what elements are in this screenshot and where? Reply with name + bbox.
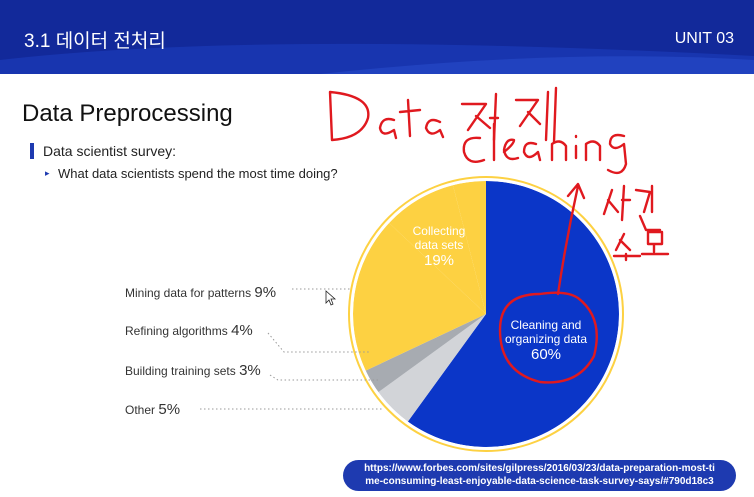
sub-bullet-text: What data scientists spend the most time… <box>58 166 338 181</box>
source-link-line: https://www.forbes.com/sites/gilpress/20… <box>364 463 715 474</box>
legend-item-mining: Mining data for patterns 9% <box>125 284 276 301</box>
slice-label-cleaning: Cleaning and organizing data 60% <box>496 318 596 362</box>
page-title: Data Preprocessing <box>22 100 233 127</box>
legend-label: Refining algorithms <box>125 324 228 338</box>
slice-label-line: organizing data <box>504 332 588 346</box>
legend-pct: 9% <box>254 284 277 301</box>
mouse-cursor-icon <box>325 290 337 306</box>
slice-label-line: Cleaning and <box>510 318 582 332</box>
pie-slice-mining-data-for-patterns <box>389 185 486 314</box>
pie-slice-building-training-sets <box>365 314 486 393</box>
source-link-line: me-consuming-least-enjoyable-data-scienc… <box>365 476 714 487</box>
header-wave-decoration <box>0 43 754 74</box>
pie-outer-ring <box>348 176 624 452</box>
pie-slice-collecting-data-sets <box>353 222 486 371</box>
legend-pct: 4% <box>231 322 253 339</box>
source-link[interactable]: https://www.forbes.com/sites/gilpress/20… <box>343 460 736 491</box>
bullet-bar <box>30 143 34 159</box>
legend-label: Other <box>125 403 156 417</box>
legend-pct: 5% <box>158 401 181 418</box>
legend-pct: 3% <box>239 362 261 379</box>
unit-label: UNIT 03 <box>674 30 734 47</box>
legend-label: Building training sets <box>125 364 236 378</box>
legend-leader-line <box>269 374 378 381</box>
triangle-bullet-icon: ▸ <box>45 168 50 178</box>
legend-leader-line <box>267 332 370 353</box>
slice-pct: 60% <box>530 346 562 363</box>
legend-item-refining: Refining algorithms 4% <box>125 322 253 339</box>
pie-slice-refining-algorithms <box>452 181 486 314</box>
legend-label: Mining data for patterns <box>125 286 252 300</box>
slice-label-line: data sets <box>414 238 464 252</box>
legend-item-other: Other 5% <box>125 401 180 418</box>
bullet-text: Data scientist survey: <box>43 143 177 159</box>
pie-separator-ring <box>351 179 621 449</box>
pie-slice-other <box>378 314 486 422</box>
slice-pct: 19% <box>423 252 455 269</box>
section-title: 3.1 데이터 전처리 <box>24 31 166 52</box>
legend-item-building: Building training sets 3% <box>125 362 261 379</box>
slide-header: 3.1 데이터 전처리 UNIT 03 <box>0 0 754 74</box>
slice-label-line: Collecting <box>412 224 466 238</box>
slice-label-collecting: Collecting data sets 19% <box>392 224 486 268</box>
